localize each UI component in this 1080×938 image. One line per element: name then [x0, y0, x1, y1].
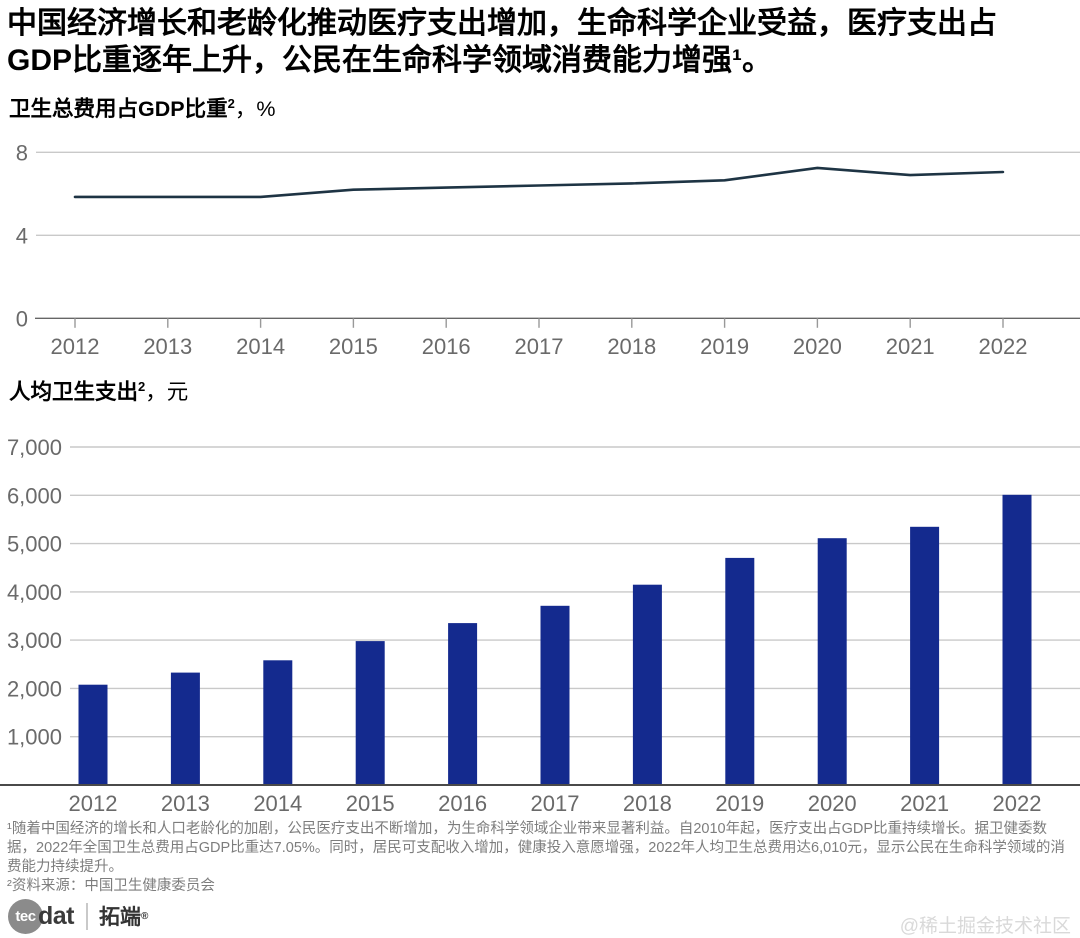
chart1-subtitle-text: 卫生总费用占GDP比重	[9, 97, 228, 121]
page-title-line2: GDP比重逐年上升，公民在生命科学领域消费能力增强¹。	[7, 44, 772, 77]
chart1-unit: ，%	[234, 97, 276, 121]
svg-text:2012: 2012	[51, 334, 100, 359]
svg-text:5,000: 5,000	[7, 532, 62, 557]
svg-text:2012: 2012	[69, 791, 118, 816]
svg-text:2022: 2022	[993, 791, 1042, 816]
svg-text:2017: 2017	[531, 791, 580, 816]
svg-text:2019: 2019	[700, 334, 749, 359]
svg-text:8: 8	[16, 140, 28, 165]
bar-2014	[263, 660, 293, 785]
tecdat-logo-text: dat	[38, 901, 75, 930]
bar-2019	[725, 557, 755, 785]
chart1-subtitle: 卫生总费用占GDP比重2，%	[9, 92, 275, 123]
bar-2018	[632, 584, 662, 785]
bar-2012	[78, 684, 108, 785]
bar-2020	[817, 538, 847, 785]
bar-2016	[448, 623, 478, 785]
svg-text:2013: 2013	[143, 334, 192, 359]
chart2-unit: ，元	[145, 380, 189, 404]
svg-text:2018: 2018	[623, 791, 672, 816]
gdp-share-line	[73, 166, 1005, 199]
svg-text:2016: 2016	[422, 334, 471, 359]
chart2-subtitle: 人均卫生支出2，元	[9, 375, 188, 406]
x-axis-labels: 2012 2013 2014 2015 2016 2017 2018 2019 2020 2021…	[51, 334, 1028, 359]
svg-text:2016: 2016	[438, 791, 487, 816]
registered-mark: ®	[141, 910, 149, 922]
bar-2013	[170, 672, 200, 785]
svg-text:2,000: 2,000	[7, 676, 62, 701]
svg-text:2014: 2014	[236, 334, 285, 359]
y-axis-labels: 1,000 2,000 3,000 4,000 5,000 6,000 7,000	[7, 435, 62, 750]
svg-text:2021: 2021	[900, 791, 949, 816]
x-axis-labels: 2012 2013 2014 2015 2016 2017 2018 2019 2020 2021…	[69, 791, 1042, 816]
tecdat-logo-cn: 拓端	[99, 906, 141, 929]
svg-text:2020: 2020	[793, 334, 842, 359]
footnote-1: ¹随着中国经济的增长和人口老龄化的加剧，公民医疗支出不断增加，为生命科学领域企业…	[7, 821, 1065, 875]
page-title: 中国经济增长和老龄化推动医疗支出增加，生命科学企业受益，医疗支出占 GDP比重逐…	[7, 5, 1075, 79]
svg-text:7,000: 7,000	[7, 435, 62, 460]
chart2-footnote-ref: 2	[138, 378, 146, 394]
tecdat-logo-circle: tec	[8, 898, 43, 934]
bar-2015	[355, 641, 385, 785]
bar-2021	[910, 526, 940, 785]
svg-text:6,000: 6,000	[7, 483, 62, 508]
page-title-line1: 中国经济增长和老龄化推动医疗支出增加，生命科学企业受益，医疗支出占	[7, 7, 997, 40]
svg-text:2020: 2020	[808, 791, 857, 816]
svg-text:2013: 2013	[161, 791, 210, 816]
svg-text:2015: 2015	[346, 791, 395, 816]
svg-text:4,000: 4,000	[7, 580, 62, 605]
svg-text:2022: 2022	[979, 334, 1028, 359]
svg-text:1,000: 1,000	[7, 725, 62, 750]
bars	[78, 494, 1032, 785]
tecdat-logo: tec dat 拓端 ®	[8, 897, 148, 935]
svg-text:4: 4	[16, 223, 28, 248]
svg-text:0: 0	[16, 306, 28, 331]
svg-text:2018: 2018	[607, 334, 656, 359]
svg-text:3,000: 3,000	[7, 628, 62, 653]
x-axis-ticks	[74, 318, 1004, 328]
svg-text:2017: 2017	[515, 334, 564, 359]
logo-divider	[86, 902, 88, 930]
chart1-footnote-ref: 2	[227, 95, 235, 111]
svg-text:2021: 2021	[886, 334, 935, 359]
y-axis-labels: 0 4 8	[16, 140, 28, 331]
svg-text:2014: 2014	[253, 791, 302, 816]
svg-text:2015: 2015	[329, 334, 378, 359]
watermark: @稀土掘金技术社区	[899, 916, 1071, 937]
bar-2022	[1002, 494, 1032, 785]
svg-text:2019: 2019	[715, 791, 764, 816]
footnote-2: ²资料来源：中国卫生健康委员会	[7, 878, 215, 894]
chart2-subtitle-text: 人均卫生支出	[9, 380, 139, 404]
bar-2017	[540, 605, 570, 785]
y-gridlines	[36, 151, 1080, 237]
